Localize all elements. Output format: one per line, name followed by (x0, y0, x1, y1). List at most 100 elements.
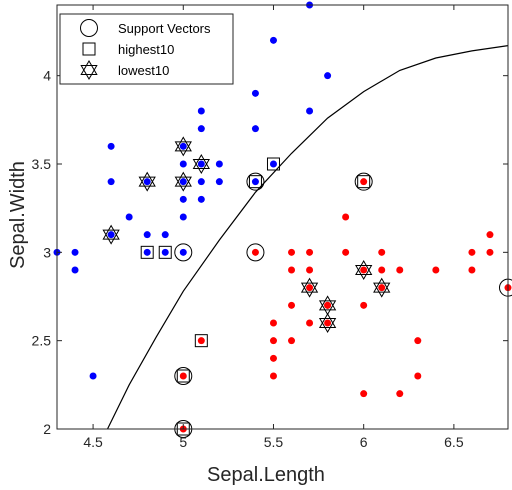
data-point-class-b (360, 178, 368, 186)
data-point-class-b (179, 372, 187, 380)
data-point-class-a (197, 160, 205, 168)
data-point-class-b (251, 248, 259, 256)
x-axis-title: Sepal.Length (207, 464, 325, 486)
data-point-class-a (179, 195, 187, 203)
legend-hexagram-icon (80, 59, 98, 81)
data-point-class-a (179, 248, 187, 256)
data-point-class-b (342, 213, 350, 221)
legend-circle-icon (80, 19, 98, 37)
x-tick-label: 6 (360, 434, 368, 450)
highest10-marker (158, 245, 172, 259)
data-point-class-b (197, 337, 205, 345)
data-point-class-b (468, 266, 476, 274)
data-point-class-b (486, 231, 494, 239)
lowest10-marker (355, 259, 373, 281)
data-point-class-a (143, 178, 151, 186)
data-point-class-a (197, 125, 205, 133)
data-point-class-a (251, 89, 259, 97)
y-tick-label: 3.5 (32, 156, 52, 172)
data-point-class-b (414, 372, 422, 380)
data-point-class-a (197, 178, 205, 186)
data-point-class-b (288, 337, 296, 345)
data-point-class-b (269, 372, 277, 380)
data-point-class-b (269, 337, 277, 345)
data-point-class-a (197, 195, 205, 203)
lowest10-marker (318, 312, 337, 334)
lowest10-marker (174, 171, 192, 192)
lowest10-marker (192, 153, 210, 175)
legend-label: Support Vectors (118, 21, 211, 36)
lowest10-marker (300, 277, 319, 298)
support-vector-marker (174, 367, 193, 385)
highest10-marker (266, 157, 280, 171)
data-point-class-b (396, 390, 404, 398)
data-point-class-a (125, 213, 133, 221)
y-tick-label: 4 (43, 68, 51, 84)
lowest10-marker (318, 295, 337, 316)
data-point-class-a (161, 248, 169, 256)
data-point-class-b (306, 284, 314, 292)
support-vector-marker (246, 172, 265, 191)
data-point-class-b (432, 266, 440, 274)
data-point-class-a (71, 248, 79, 256)
x-tick-label: 4.5 (83, 434, 103, 450)
data-point-class-a (251, 178, 259, 186)
lowest10-marker (373, 277, 391, 298)
y-tick-label: 3 (43, 244, 51, 260)
data-point-class-a (107, 231, 115, 239)
axis-layer: 4.5 5 5.5 6 6.5 2 2.5 3 3.5 4 (32, 4, 509, 450)
y-axis-title: Sepal.Width (7, 161, 29, 269)
data-point-class-a (71, 266, 79, 274)
data-point-class-a (324, 72, 332, 80)
data-point-class-a (197, 107, 205, 115)
data-point-class-a (179, 160, 187, 168)
legend-label: lowest10 (118, 63, 169, 78)
x-tick-label: 5 (179, 434, 187, 450)
data-point-class-b (342, 248, 350, 256)
legend-box (59, 13, 234, 85)
lowest10-marker (174, 136, 192, 157)
data-point-class-b (360, 390, 368, 398)
legend: Support Vectors highest10 lowest10 (59, 13, 234, 85)
decision-boundary-line (106, 45, 509, 430)
data-point-class-a (251, 125, 259, 133)
data-point-class-a (215, 178, 223, 186)
data-point-class-a (107, 178, 115, 186)
data-point-class-b (288, 248, 296, 256)
data-point-class-b (306, 248, 314, 256)
lowest10-marker (102, 224, 120, 245)
data-point-class-a (179, 142, 187, 150)
data-point-class-b (288, 266, 296, 274)
plot-layer (53, 1, 512, 438)
data-point-class-b (360, 266, 368, 274)
data-point-class-a (107, 142, 115, 150)
data-point-class-a (269, 36, 277, 44)
data-point-class-b (378, 284, 386, 292)
data-point-class-a (89, 372, 97, 380)
data-point-class-b (378, 266, 386, 274)
support-vector-marker (174, 243, 193, 262)
highest10-marker (176, 369, 190, 383)
data-point-class-b (360, 301, 368, 309)
support-vector-marker (246, 243, 265, 262)
data-point-class-b (414, 337, 422, 345)
data-point-class-b (269, 354, 277, 362)
x-tick-label: 5.5 (264, 434, 284, 450)
highest10-marker (140, 245, 154, 259)
data-point-class-a (161, 231, 169, 239)
data-point-class-b (306, 266, 314, 274)
highest10-marker (194, 334, 208, 348)
x-tick-label: 6.5 (444, 434, 464, 450)
data-point-class-b (486, 248, 494, 256)
y-tick-label: 2.5 (32, 333, 52, 349)
data-point-class-a (143, 248, 151, 256)
data-point-class-b (324, 301, 332, 309)
data-point-class-b (324, 319, 332, 327)
axes-frame (56, 4, 509, 430)
data-point-class-b (269, 319, 277, 327)
data-point-class-a (306, 107, 314, 115)
legend-square-icon (82, 42, 96, 56)
data-point-class-b (306, 319, 314, 327)
lowest10-marker (138, 171, 156, 192)
